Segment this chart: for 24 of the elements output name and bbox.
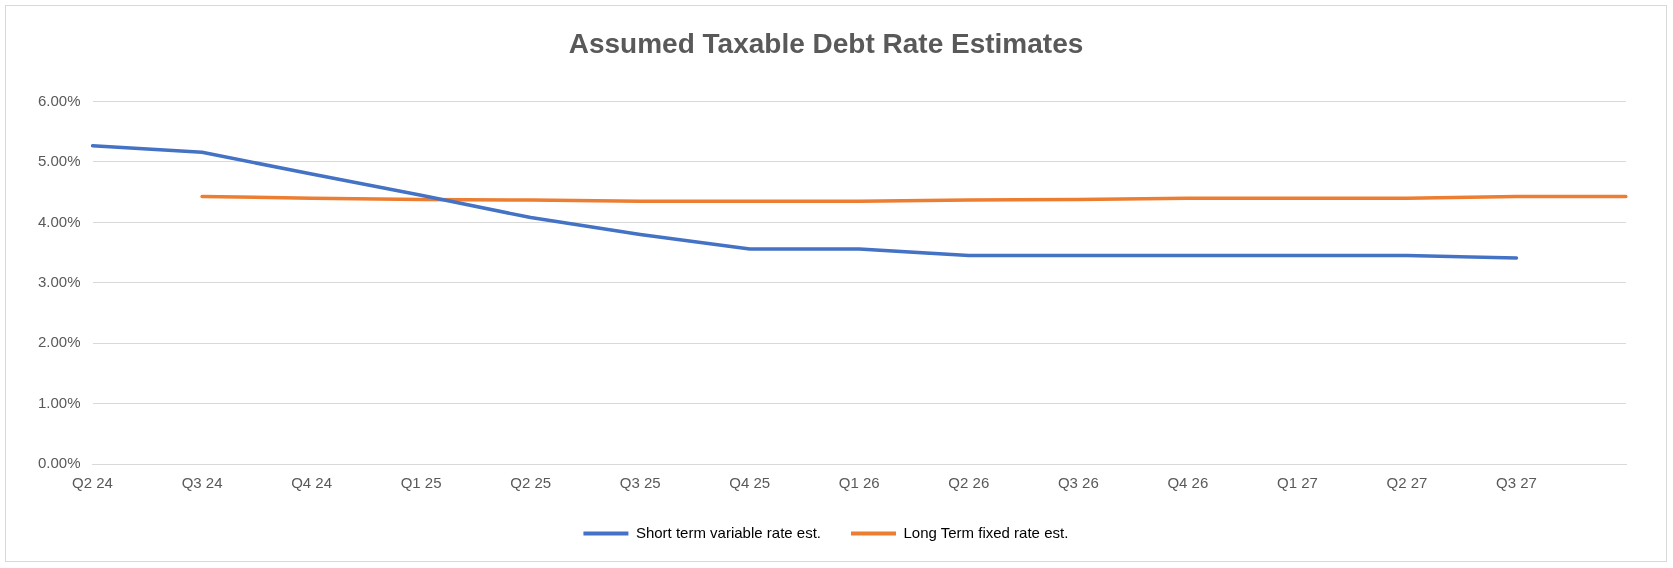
x-tick-label: Q3 24 [181,474,223,492]
x-tick-label: Q4 26 [1167,474,1209,492]
x-tick-label: Q3 25 [619,474,661,492]
x-tick-label: Q2 25 [510,474,552,492]
x-tick-label: Q1 25 [400,474,442,492]
x-tick-label: Q3 26 [1057,474,1099,492]
y-tick-label: 4.00% [37,212,81,230]
x-tick-label: Q1 27 [1276,474,1318,492]
y-tick-label: 0.00% [37,454,81,472]
x-tick-label: Q4 25 [729,474,771,492]
x-tick-label: Q1 26 [838,474,880,492]
x-tick-label: Q2 27 [1386,474,1428,492]
legend-label: Long Term fixed rate est. [903,523,1069,541]
y-tick-label: 5.00% [37,152,81,170]
chart-title: Assumed Taxable Debt Rate Estimates [568,27,1084,59]
y-tick-label: 2.00% [37,333,81,351]
x-tick-label: Q2 24 [72,474,113,492]
x-tick-label: Q3 27 [1496,474,1537,492]
y-tick-label: 1.00% [37,393,81,411]
x-tick-label: Q4 24 [291,474,333,492]
legend-label: Short term variable rate est. [635,523,821,541]
x-tick-label: Q2 26 [948,474,990,492]
y-tick-label: 3.00% [37,272,81,290]
y-tick-label: 6.00% [37,91,81,109]
